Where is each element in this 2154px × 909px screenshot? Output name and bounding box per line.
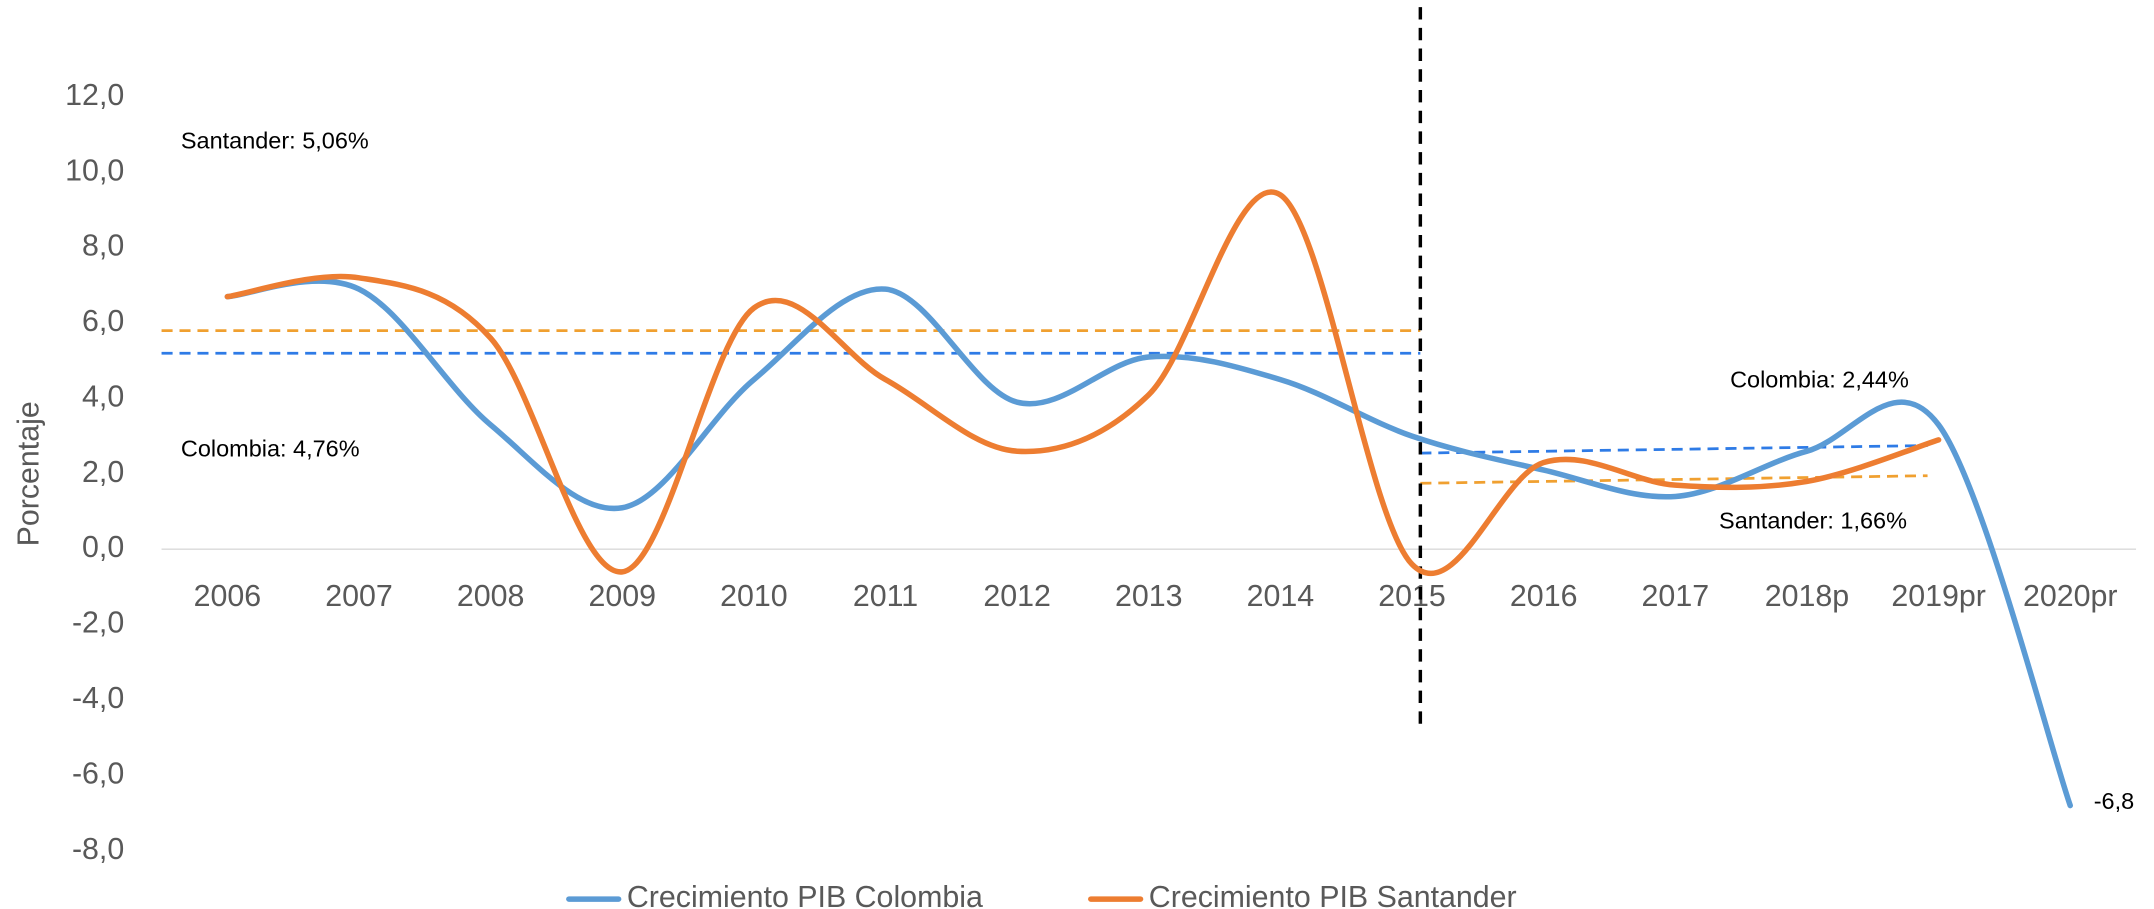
series-line [224,189,1942,577]
y-tick-label: 2,0 [82,456,124,489]
x-tick-label: 2009 [588,580,656,613]
x-tick-label: 2014 [1247,580,1315,613]
y-tick-label: -2,0 [72,607,124,640]
x-tick-label: 2010 [720,580,788,613]
x-tick-label: 2016 [1510,580,1578,613]
y-tick-label: 6,0 [82,305,124,338]
annotation: Colombia: 4,76% [181,436,360,462]
y-tick-label: 12,0 [65,79,124,112]
x-tick-label: 2017 [1642,580,1710,613]
x-tick-label: 2020pr [2023,580,2118,613]
annotation: Santander: 1,66% [1719,507,1907,533]
x-tick-label: 2008 [457,580,525,613]
reference-line [1420,444,1928,455]
y-tick-label: 10,0 [65,154,124,187]
y-tick-label: -8,0 [72,833,124,866]
y-tick-label: -6,0 [72,757,124,790]
x-tick-label: 2019pr [1891,580,1986,613]
x-tick-label: 2011 [853,580,918,613]
data-label: -6,8 [2094,788,2134,814]
y-tick-label: 4,0 [82,380,124,413]
x-tick-label: 2015 [1378,580,1446,613]
x-tick-label: 2013 [1115,580,1183,613]
x-tick-label: 2007 [325,580,393,613]
x-tick-label: 2018p [1765,580,1849,613]
y-tick-label: 8,0 [82,230,124,263]
x-tick-label: 2006 [194,580,262,613]
annotation: Santander: 5,06% [181,128,369,154]
legend-label: Crecimiento PIB Colombia [627,881,983,909]
reference-line [1420,474,1928,485]
series-line [224,278,2073,809]
legend-label: Crecimiento PIB Santander [1149,881,1517,909]
x-tick-label: 2012 [983,580,1051,613]
y-tick-label: 0,0 [82,531,124,564]
y-tick-label: -4,0 [72,682,124,715]
annotation: Colombia: 2,44% [1730,367,1909,393]
y-axis-label: Porcentaje [12,401,45,546]
